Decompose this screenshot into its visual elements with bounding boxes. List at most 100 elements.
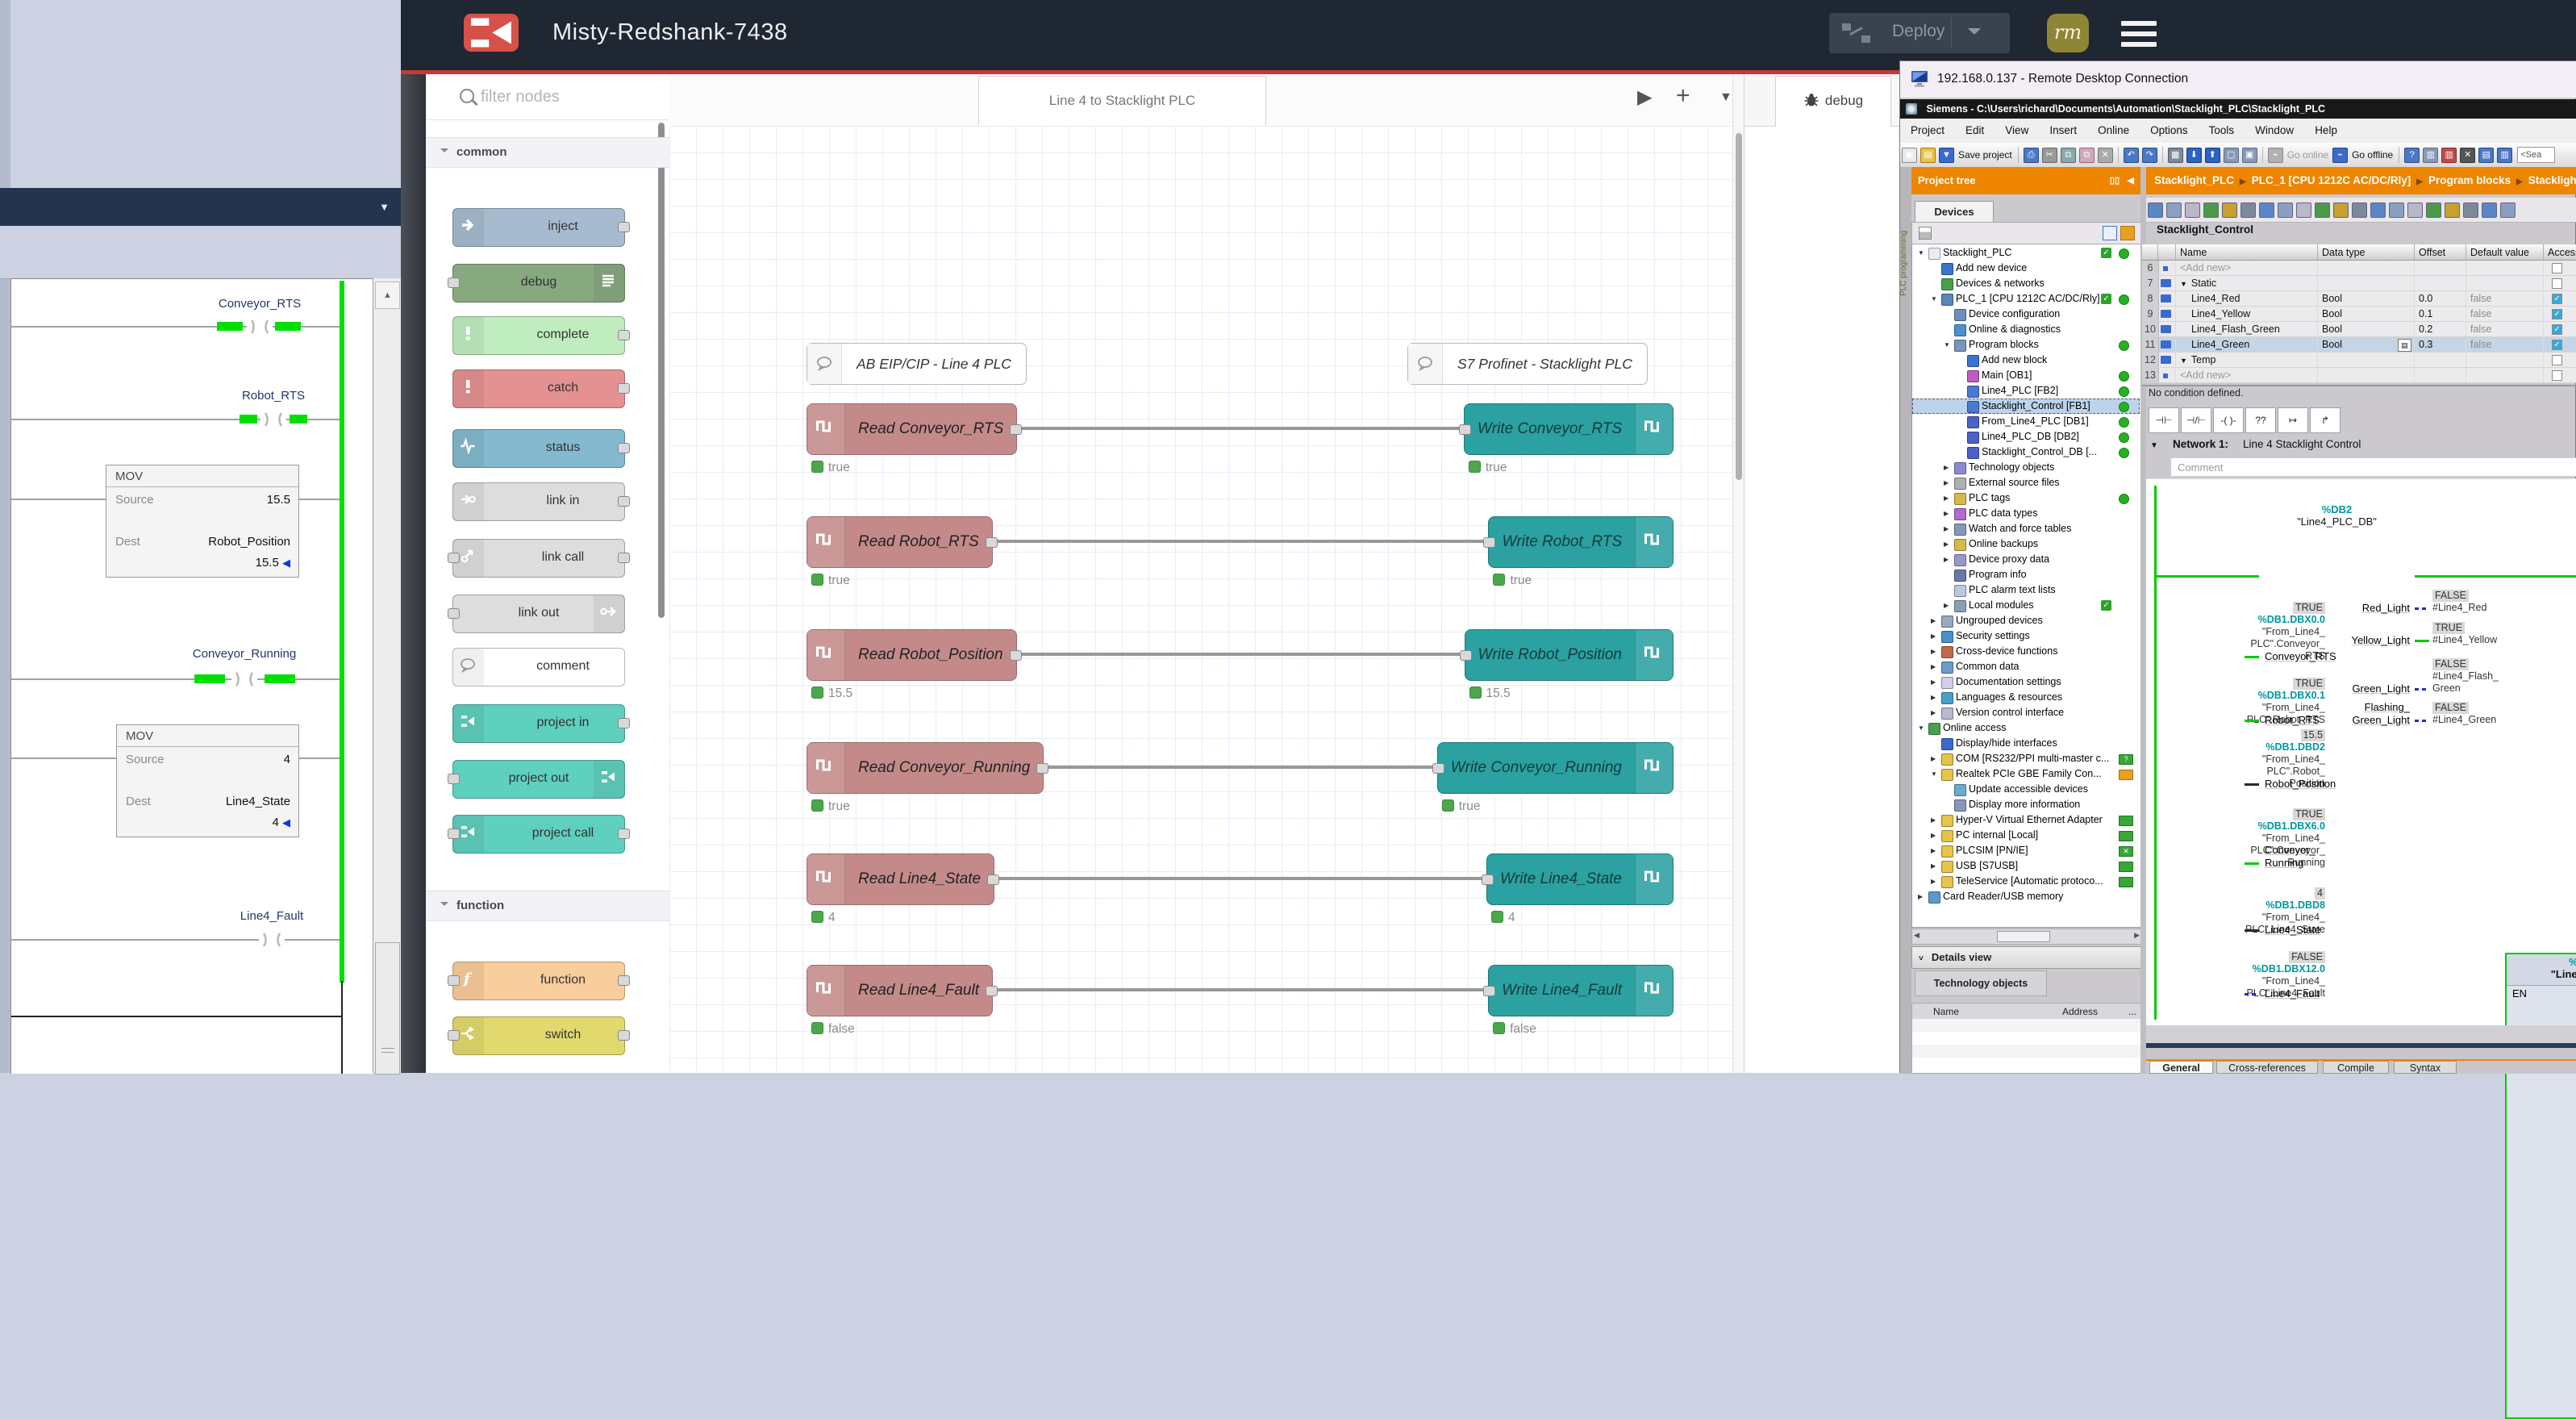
cell-name[interactable]: ▼ Static	[2176, 276, 2318, 291]
add-flow-button[interactable]: +	[1676, 82, 1690, 109]
tree-item-watch-and-force-tables[interactable]: ▶ Watch and force tables	[1912, 521, 2140, 536]
tree-item-technology-objects[interactable]: ▶ Technology objects	[1912, 460, 2140, 475]
menu-project[interactable]: Project	[1911, 124, 1945, 136]
editor-toolbar-icon[interactable]	[2445, 202, 2460, 218]
comment-node[interactable]: S7 Profinet - Stacklight PLC	[1407, 343, 1648, 385]
tree-item-display-hide-interfaces[interactable]: Display/hide interfaces	[1912, 736, 2140, 751]
tree-item-main-ob1-[interactable]: Main [OB1]	[1912, 368, 2140, 383]
main-menu-icon[interactable]	[2121, 21, 2157, 48]
tree-item-pc-internal-local-[interactable]: ▶ PC internal [Local]	[1912, 828, 2140, 843]
cell-name[interactable]: Line4_Flash_Green	[2176, 322, 2318, 337]
node-output-port[interactable]	[618, 975, 630, 986]
cell-default-value[interactable]	[2466, 368, 2544, 383]
editor-toolbar-icon[interactable]	[2278, 202, 2293, 218]
column-header-name[interactable]: Name	[2176, 244, 2318, 261]
tree-item-line4-plc-fb2-[interactable]: Line4_PLC [FB2]	[1912, 383, 2140, 399]
palette-node-project-out[interactable]: project out	[448, 760, 625, 799]
deploy-button[interactable]: Deploy	[1829, 13, 2010, 53]
expander-icon[interactable]: ▶	[1931, 648, 1936, 655]
toolbar-icon[interactable]: ↷	[2141, 148, 2157, 163]
palette-node-inject[interactable]: inject	[452, 208, 630, 247]
empty-box-button[interactable]: ??	[2245, 407, 2276, 433]
cell-data-type[interactable]: Bool	[2318, 322, 2415, 337]
editor-toolbar-icon[interactable]	[2203, 202, 2219, 218]
toolbar-icon[interactable]: ⎙	[2023, 148, 2039, 163]
expander-icon[interactable]: ▶	[1931, 878, 1936, 885]
toolbar-icon[interactable]: ⧉	[2078, 148, 2095, 163]
toolbar-icon[interactable]: ▥	[2441, 148, 2457, 163]
tree-item-documentation-settings[interactable]: ▶ Documentation settings	[1912, 674, 2140, 690]
accessible-checkbox[interactable]	[2552, 370, 2562, 381]
palette-node-comment[interactable]: comment	[452, 648, 625, 687]
comment-node[interactable]: AB EIP/CIP - Line 4 PLC	[807, 343, 1027, 385]
toolbar-icon[interactable]: ✕	[2097, 148, 2113, 163]
expander-icon[interactable]: ▼	[1931, 295, 1937, 303]
node-output-port[interactable]	[618, 1030, 630, 1041]
tree-item-plc-data-types[interactable]: ▶ PLC data types	[1912, 506, 2140, 521]
details-view-header[interactable]: ˅ Details view	[1911, 946, 2142, 969]
menu-insert[interactable]: Insert	[2049, 124, 2078, 136]
coil-button[interactable]: -( )-	[2213, 407, 2244, 433]
cell-offset[interactable]: 0.0	[2415, 291, 2466, 307]
node-output-port[interactable]	[618, 828, 630, 839]
details-column-header[interactable]: ...	[2128, 1006, 2137, 1017]
tree-item-device-proxy-data[interactable]: ▶ Device proxy data	[1912, 552, 2140, 567]
accessible-checkbox[interactable]	[2552, 263, 2562, 273]
tree-item-languages-resources[interactable]: ▶ Languages & resources	[1912, 690, 2140, 705]
collapse-panel-icon[interactable]: ◀	[2127, 176, 2134, 186]
palette-node-switch[interactable]: switch	[448, 1016, 630, 1055]
tree-item-online-access[interactable]: ▼ Online access	[1912, 720, 2140, 736]
expander-icon[interactable]: ▶	[1931, 663, 1936, 670]
menu-window[interactable]: Window	[2255, 124, 2295, 136]
write-node[interactable]: Write Robot_Position 15.5	[1459, 629, 1674, 700]
editor-toolbar-icon[interactable]	[2352, 202, 2367, 218]
open-editor-icon[interactable]	[2120, 226, 2135, 240]
node-output-port[interactable]	[618, 330, 630, 340]
close-branch-button[interactable]: ↱	[2310, 407, 2340, 433]
menu-tools[interactable]: Tools	[2208, 124, 2235, 136]
cell-data-type[interactable]	[2318, 276, 2415, 291]
cell-name[interactable]: <Add new>	[2176, 261, 2318, 276]
toolbar-icon[interactable]: ▤	[2478, 148, 2495, 163]
table-row[interactable]: 13 <Add new>	[2142, 368, 2576, 384]
details-column-header[interactable]: Name	[1933, 1006, 1960, 1017]
tree-item-plc-alarm-text-lists[interactable]: PLC alarm text lists	[1912, 582, 2140, 598]
collapsed-panel-strip[interactable]: PLC programming	[1899, 167, 1911, 1074]
table-row[interactable]: 12 ▼ Temp	[2142, 353, 2576, 369]
tree-item-teleservice-automatic-protoco-[interactable]: ▶ TeleService [Automatic protoco...	[1912, 874, 2140, 889]
toolbar-icon[interactable]: ▥	[2423, 148, 2439, 163]
breadcrumb-item[interactable]: PLC_1 [CPU 1212C AC/DC/Rly]	[2251, 174, 2411, 186]
expander-icon[interactable]: ▶	[1931, 709, 1936, 716]
editor-toolbar-icon[interactable]	[2463, 202, 2478, 218]
tree-item-security-settings[interactable]: ▶ Security settings	[1912, 628, 2140, 644]
flow-canvas[interactable]: AB EIP/CIP - Line 4 PLC S7 Profinet - Sta…	[669, 126, 1732, 1073]
editor-toolbar-icon[interactable]	[2426, 202, 2441, 218]
node-output-port[interactable]	[1009, 650, 1022, 661]
details-toggle-icon[interactable]	[2103, 226, 2117, 240]
editor-toolbar-icon[interactable]	[2315, 202, 2330, 218]
tree-item-add-new-device[interactable]: Add new device	[1912, 261, 2140, 276]
bottom-tab-cross-references[interactable]: Cross-references	[2216, 1061, 2318, 1074]
toolbar-icon[interactable]: ⌁	[2332, 148, 2349, 163]
palette-node-link-out[interactable]: link out	[448, 595, 625, 633]
editor-toolbar-icon[interactable]	[2333, 202, 2349, 218]
editor-toolbar-icon[interactable]	[2166, 202, 2182, 218]
read-node[interactable]: Read Robot_RTS true	[807, 516, 998, 587]
user-avatar[interactable]: rm	[2047, 14, 2089, 52]
details-view-tab[interactable]: Technology objects	[1915, 970, 2047, 996]
palette-node-function[interactable]: function f	[448, 962, 630, 1000]
expander-icon[interactable]: ▶	[1931, 755, 1936, 762]
palette-node-status[interactable]: status	[452, 429, 630, 468]
toolbar-save-label[interactable]: Save project	[1958, 149, 2012, 161]
expander-icon[interactable]: ▶	[1944, 540, 1949, 548]
tree-item-devices-networks[interactable]: Devices & networks	[1912, 276, 2140, 291]
flow-scroll-icon[interactable]: ▶	[1637, 86, 1653, 108]
cell-name[interactable]: <Add new>	[2176, 368, 2318, 383]
editor-toolbar-icon[interactable]	[2370, 202, 2386, 218]
table-row[interactable]: 10 Line4_Flash_Green Bool 0.2 false ✓	[2142, 322, 2576, 338]
toolbar-icon[interactable]: ▥	[2497, 148, 2513, 163]
tree-item-display-more-information[interactable]: Display more information	[1912, 797, 2140, 812]
toolbar-icon[interactable]: ▤	[1920, 148, 1936, 163]
breadcrumb-item[interactable]: Stacklight_PLC	[2154, 174, 2235, 186]
tree-item-plcsim-pn-ie-[interactable]: ▶ PLCSIM [PN/IE] ✕	[1912, 843, 2140, 858]
